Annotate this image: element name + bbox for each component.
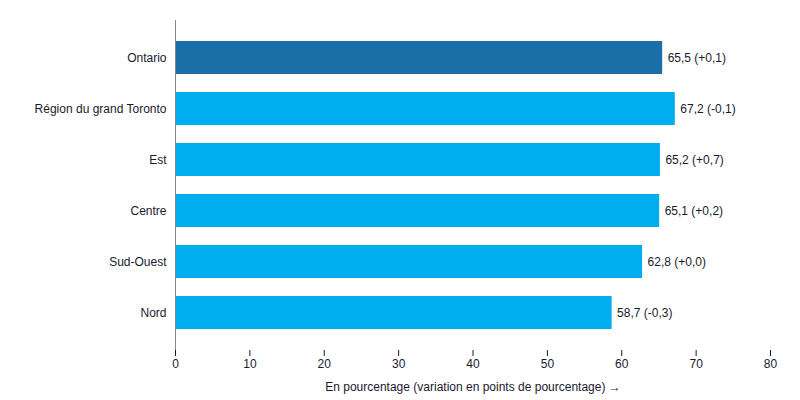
svg-text:En pourcentage (variation en p: En pourcentage (variation en points de p… xyxy=(325,380,621,394)
svg-text:30: 30 xyxy=(392,357,406,371)
svg-text:58,7 (-0,3): 58,7 (-0,3) xyxy=(617,306,672,320)
svg-text:20: 20 xyxy=(318,357,332,371)
svg-text:65,1 (+0,2): 65,1 (+0,2) xyxy=(665,204,723,218)
svg-text:40: 40 xyxy=(466,357,480,371)
svg-text:Ontario: Ontario xyxy=(127,51,167,65)
svg-text:62,8 (+0,0): 62,8 (+0,0) xyxy=(648,255,706,269)
svg-text:65,5 (+0,1): 65,5 (+0,1) xyxy=(668,51,726,65)
svg-text:Nord: Nord xyxy=(140,306,166,320)
svg-text:10: 10 xyxy=(243,357,257,371)
svg-text:Région du grand Toronto: Région du grand Toronto xyxy=(35,102,167,116)
svg-text:Est: Est xyxy=(149,153,167,167)
svg-text:Sud-Ouest: Sud-Ouest xyxy=(109,255,167,269)
svg-text:80: 80 xyxy=(764,357,778,371)
svg-text:0: 0 xyxy=(172,357,179,371)
svg-text:67,2 (-0,1): 67,2 (-0,1) xyxy=(680,102,735,116)
svg-text:50: 50 xyxy=(541,357,555,371)
svg-text:60: 60 xyxy=(615,357,629,371)
svg-text:65,2 (+0,7): 65,2 (+0,7) xyxy=(665,153,723,167)
svg-text:70: 70 xyxy=(689,357,703,371)
svg-text:Centre: Centre xyxy=(130,204,166,218)
